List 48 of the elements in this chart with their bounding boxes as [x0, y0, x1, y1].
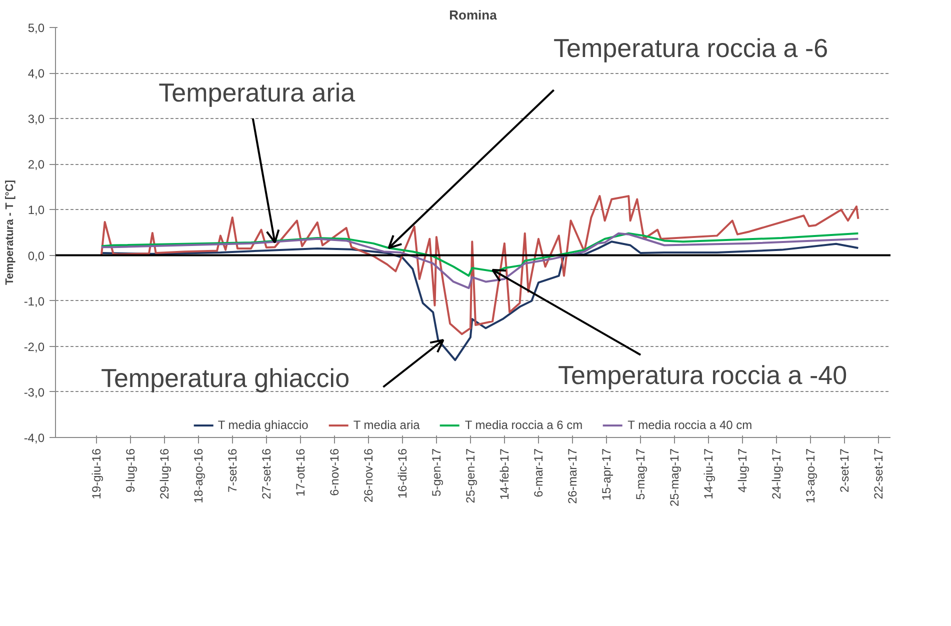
x-tick-label: 6-nov-16	[327, 448, 342, 496]
x-tick-label: 14-giu-17	[702, 448, 716, 500]
x-tick-label: 19-giu-16	[89, 448, 104, 500]
y-tick-label: 2,0	[28, 158, 45, 172]
line-series	[100, 240, 860, 362]
x-tick-label: 27-set-16	[259, 448, 274, 500]
y-tick-label: 4,0	[28, 66, 45, 81]
y-tick-label: -1,0	[24, 294, 45, 308]
y-tick-label: 1,0	[28, 203, 45, 218]
y-tick-label: 3,0	[28, 112, 45, 126]
x-tick-label: 17-ott-16	[293, 448, 308, 497]
y-tick-label: -3,0	[24, 385, 45, 400]
x-tick-label: 5-mag-17	[634, 448, 648, 500]
x-tick-label: 25-mag-17	[668, 448, 682, 507]
annotation: Temperatura roccia a -40	[558, 360, 848, 390]
x-tick-label: 16-dic-16	[395, 448, 410, 499]
y-axis-title: Temperatura - T [°C]	[4, 180, 16, 286]
x-tick-label: 26-nov-16	[361, 448, 376, 503]
line-series	[100, 232, 860, 277]
x-tick-label: 24-lug-17	[770, 448, 784, 500]
annotation: Temperatura ghiaccio	[100, 363, 350, 394]
annotation: Temperatura aria	[158, 78, 356, 108]
x-tick-label: 26-mar-17	[565, 448, 580, 504]
x-tick-label: 18-ago-16	[191, 448, 206, 504]
y-tick-label: 0,0	[28, 248, 45, 263]
legend-label: T media aria	[353, 418, 420, 432]
line-series	[100, 232, 860, 290]
chart-title: Romina	[449, 8, 498, 22]
x-tick-label: 9-lug-16	[123, 448, 138, 493]
x-tick-label: 6-mar-17	[531, 448, 546, 498]
x-tick-label: 14-feb-17	[497, 448, 512, 500]
x-tick-label: 2-set-17	[838, 448, 852, 493]
x-tick-label: 25-gen-17	[463, 448, 478, 504]
x-tick-label: 5-gen-17	[429, 448, 444, 497]
legend-label: T media roccia a 40 cm	[628, 418, 752, 432]
x-tick-label: 22-set-17	[872, 448, 886, 500]
annotation: Temperatura roccia a -6	[554, 32, 828, 63]
legend-label: T media ghiaccio	[218, 418, 308, 432]
x-tick-label: 13-ago-17	[804, 448, 818, 504]
x-tick-label: 29-lug-16	[157, 448, 172, 500]
legend-label: T media roccia a 6 cm	[464, 418, 583, 432]
y-tick-label: -2,0	[24, 340, 45, 354]
x-tick-label: 7-set-16	[225, 448, 240, 493]
line-series	[100, 195, 860, 336]
y-tick-label: 5,0	[28, 21, 45, 35]
x-tick-label: 15-apr-17	[600, 448, 614, 501]
x-tick-label: 4-lug-17	[736, 448, 750, 493]
y-tick-label: -4,0	[24, 431, 45, 445]
